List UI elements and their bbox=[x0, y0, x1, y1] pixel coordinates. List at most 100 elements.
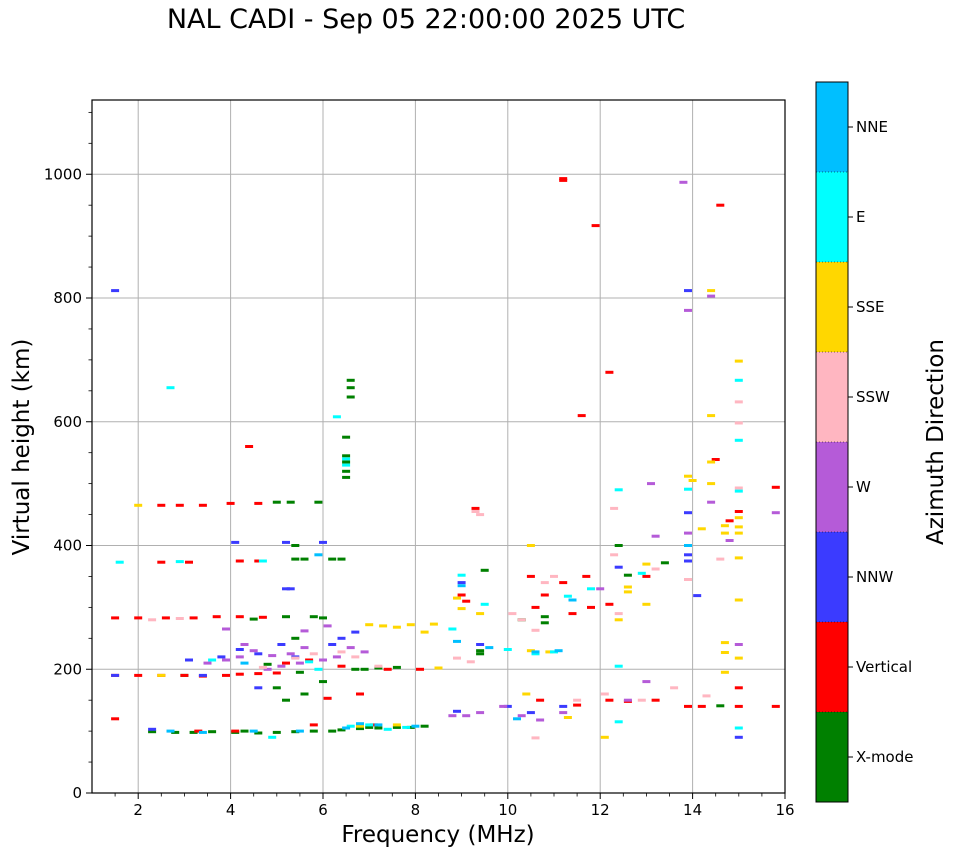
echo-point-x-mode bbox=[392, 665, 401, 669]
echo-point-nne bbox=[411, 724, 420, 728]
echo-point-e bbox=[258, 559, 267, 563]
echo-point-vertical bbox=[531, 605, 540, 609]
echo-point-x-mode bbox=[300, 557, 309, 561]
echo-point-w bbox=[300, 629, 309, 633]
echo-point-sse bbox=[707, 414, 716, 418]
echo-point-sse bbox=[707, 482, 716, 486]
echo-point-vertical bbox=[194, 729, 203, 733]
echo-point-sse bbox=[720, 651, 729, 654]
echo-point-ssw bbox=[517, 618, 526, 622]
colorbar-tick-label: NNE bbox=[856, 118, 888, 136]
echo-points bbox=[111, 177, 780, 740]
echo-point-vertical bbox=[231, 729, 240, 733]
echo-point-w bbox=[300, 646, 309, 650]
echo-point-vertical bbox=[591, 224, 600, 228]
echo-point-x-mode bbox=[346, 386, 355, 390]
echo-point-nnw bbox=[254, 686, 263, 690]
echo-point-e bbox=[614, 720, 623, 724]
echo-point-vertical bbox=[471, 506, 480, 510]
echo-point-sse bbox=[720, 524, 729, 528]
echo-point-x-mode bbox=[189, 730, 198, 734]
echo-point-vertical bbox=[734, 510, 743, 513]
echo-point-sse bbox=[734, 656, 743, 660]
echo-point-w bbox=[476, 711, 485, 715]
echo-point-vertical bbox=[605, 602, 614, 606]
echo-point-x-mode bbox=[171, 730, 180, 734]
echo-point-sse bbox=[134, 503, 143, 507]
echo-point-w bbox=[623, 698, 632, 702]
echo-point-sse bbox=[434, 666, 443, 670]
echo-point-nnw bbox=[282, 587, 290, 591]
echo-point-e bbox=[734, 378, 743, 382]
echo-point-x-mode bbox=[480, 568, 489, 572]
echo-point-x-mode bbox=[351, 667, 360, 671]
echo-point-x-mode bbox=[337, 557, 346, 561]
echo-point-nnw bbox=[185, 658, 193, 662]
echo-point-x-mode bbox=[286, 500, 295, 504]
y-tick-label: 600 bbox=[53, 413, 82, 431]
echo-point-ssw bbox=[471, 510, 480, 513]
echo-point-sse bbox=[526, 544, 535, 547]
echo-point-x-mode bbox=[346, 378, 355, 382]
x-axis-label: Frequency (MHz) bbox=[341, 822, 534, 848]
echo-point-vertical bbox=[457, 593, 466, 597]
echo-point-vertical bbox=[245, 445, 254, 448]
echo-point-x-mode bbox=[249, 617, 258, 621]
echo-point-x-mode bbox=[406, 725, 415, 729]
echo-point-vertical bbox=[711, 458, 720, 461]
echo-point-x-mode bbox=[314, 500, 323, 504]
echo-point-sse bbox=[734, 359, 743, 363]
echo-point-vertical bbox=[568, 612, 577, 616]
colorbar-tick-label: W bbox=[856, 478, 871, 496]
echo-point-vertical bbox=[226, 501, 235, 505]
echo-point-nnw bbox=[684, 553, 692, 557]
echo-point-sse bbox=[734, 525, 743, 529]
echo-point-x-mode bbox=[282, 698, 290, 702]
echo-point-sse bbox=[688, 479, 697, 482]
echo-point-w bbox=[240, 643, 249, 646]
echo-point-e bbox=[734, 489, 743, 493]
echo-point-e bbox=[314, 667, 323, 671]
echo-point-vertical bbox=[577, 414, 586, 418]
echo-point-e bbox=[734, 438, 743, 442]
echo-point-nnw bbox=[198, 673, 207, 677]
echo-point-e bbox=[166, 386, 175, 390]
echo-point-e bbox=[305, 660, 314, 664]
echo-point-vertical bbox=[462, 599, 471, 603]
echo-point-ssw bbox=[670, 686, 679, 690]
echo-point-sse bbox=[392, 723, 401, 727]
echo-point-nnw bbox=[111, 673, 120, 677]
echo-point-sse bbox=[476, 612, 485, 616]
echo-point-nne bbox=[314, 553, 323, 557]
echo-point-nne bbox=[684, 544, 692, 547]
echo-point-w bbox=[332, 655, 341, 659]
echo-point-sse bbox=[684, 474, 692, 478]
echo-point-vertical bbox=[573, 703, 582, 707]
echo-point-vertical bbox=[134, 616, 143, 620]
echo-point-nne bbox=[166, 729, 175, 733]
echo-point-ssw bbox=[550, 574, 558, 578]
echo-point-x-mode bbox=[282, 615, 290, 619]
echo-point-sse bbox=[453, 596, 461, 600]
echo-point-vertical bbox=[684, 704, 692, 708]
echo-point-e bbox=[684, 487, 692, 491]
echo-point-x-mode bbox=[360, 667, 369, 671]
echo-point-vertical bbox=[642, 574, 651, 578]
colorbar-tick-label: E bbox=[856, 208, 865, 226]
echo-point-sse bbox=[734, 556, 743, 560]
echo-point-x-mode bbox=[342, 475, 351, 479]
y-tick-label: 400 bbox=[53, 537, 82, 555]
echo-point-sse bbox=[392, 625, 401, 629]
echo-point-x-mode bbox=[263, 662, 272, 666]
echo-point-sse bbox=[623, 585, 632, 589]
echo-point-nne bbox=[240, 661, 249, 665]
echo-point-w bbox=[771, 511, 780, 515]
echo-point-ssw bbox=[351, 655, 360, 659]
echo-point-x-mode bbox=[476, 649, 485, 653]
y-axis-label: Virtual height (km) bbox=[9, 339, 35, 556]
echo-point-w bbox=[559, 711, 568, 715]
echo-point-vertical bbox=[771, 704, 780, 708]
x-tick-label: 16 bbox=[775, 801, 794, 819]
echo-point-e bbox=[457, 573, 466, 577]
echo-point-ssw bbox=[476, 513, 485, 517]
